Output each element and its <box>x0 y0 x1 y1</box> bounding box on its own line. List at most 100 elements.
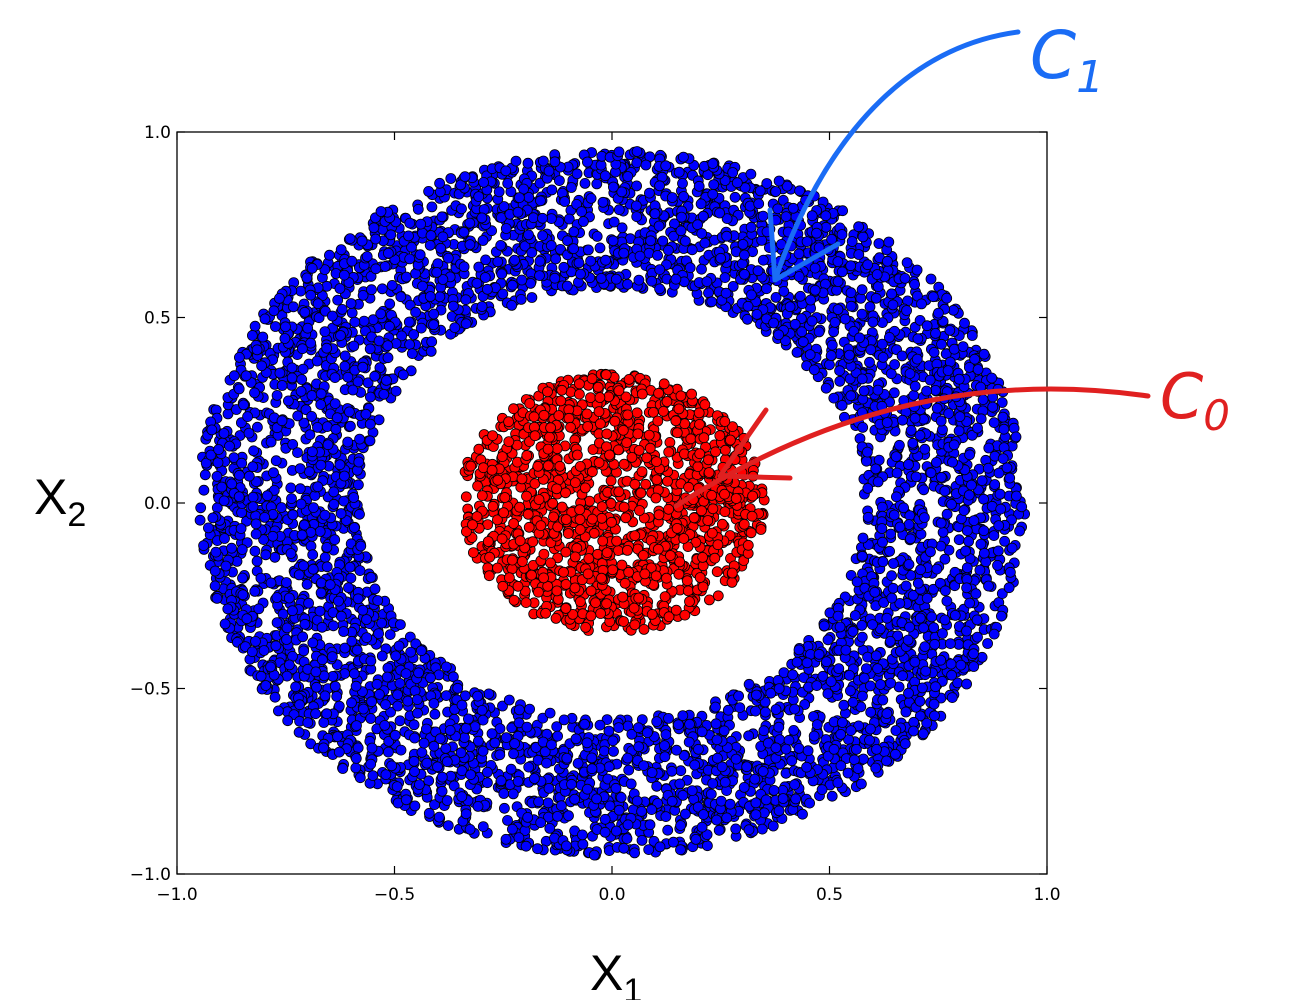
scatter-point <box>563 412 575 424</box>
scatter-point <box>460 491 472 503</box>
scatter-point <box>516 473 528 485</box>
scatter-point <box>249 545 261 557</box>
scatter-point <box>550 253 562 265</box>
scatter-point <box>793 743 805 754</box>
scatter-point <box>381 671 393 683</box>
scatter-point <box>529 430 541 442</box>
scatter-point <box>708 179 720 191</box>
scatter-point <box>243 427 255 439</box>
scatter-point <box>926 611 938 623</box>
scatter-point <box>835 729 847 740</box>
scatter-point <box>919 443 931 455</box>
scatter-point <box>872 281 884 293</box>
scatter-point <box>730 493 742 504</box>
scatter-point <box>885 368 897 380</box>
scatter-point <box>663 611 675 623</box>
scatter-point <box>544 707 556 719</box>
scatter-point <box>948 304 959 316</box>
scatter-point <box>820 382 832 394</box>
scatter-point <box>793 248 805 260</box>
scatter-point <box>712 590 724 602</box>
scatter-point <box>613 204 625 216</box>
scatter-point <box>925 273 937 285</box>
scatter-point <box>839 313 851 325</box>
scatter-point <box>582 568 594 580</box>
scatter-point <box>761 283 772 295</box>
scatter-point <box>961 678 972 690</box>
scatter-point <box>376 617 388 629</box>
scatter-point <box>711 814 722 826</box>
scatter-point <box>852 763 864 774</box>
scatter-point <box>976 475 988 487</box>
scatter-point <box>773 805 785 817</box>
scatter-point <box>611 535 622 547</box>
scatter-point <box>271 389 283 401</box>
scatter-point <box>435 242 447 254</box>
scatter-point <box>236 457 248 469</box>
scatter-point <box>824 359 835 371</box>
scatter-point <box>993 520 1005 531</box>
scatter-point <box>562 528 574 539</box>
scatter-point <box>734 702 746 713</box>
scatter-point <box>703 287 714 299</box>
scatter-point <box>508 594 520 606</box>
scatter-point <box>631 407 643 419</box>
scatter-point <box>997 411 1009 423</box>
scatter-point <box>618 458 630 470</box>
scatter-point <box>604 449 615 461</box>
scatter-point <box>556 501 568 513</box>
scatter-point <box>592 548 604 560</box>
scatter-point <box>434 291 446 303</box>
scatter-point <box>545 422 556 434</box>
scatter-point <box>365 572 377 583</box>
scatter-point <box>558 566 569 578</box>
scatter-point <box>508 518 519 529</box>
scatter-point <box>195 502 207 514</box>
scatter-point <box>551 483 562 495</box>
scatter-point <box>953 534 965 546</box>
data-points <box>194 146 1030 861</box>
scatter-point <box>865 723 876 735</box>
scatter-point <box>546 184 558 196</box>
scatter-point <box>661 396 673 407</box>
scatter-point <box>351 644 363 656</box>
scatter-point <box>339 350 351 362</box>
scatter-point <box>535 520 547 531</box>
scatter-point <box>688 512 700 524</box>
scatter-point <box>937 526 949 538</box>
scatter-point <box>440 743 452 754</box>
scatter-point <box>629 478 641 490</box>
scatter-point <box>503 416 515 428</box>
scatter-point <box>609 415 621 427</box>
scatter-point <box>663 713 674 724</box>
series-annulus-points <box>194 146 1030 861</box>
scatter-point <box>618 501 630 513</box>
scatter-point <box>574 514 586 525</box>
scatter-point <box>628 602 640 614</box>
scatter-point <box>476 490 488 502</box>
scatter-point <box>755 524 767 535</box>
scatter-point <box>620 391 632 403</box>
scatter-point <box>294 483 306 495</box>
scatter-point <box>321 561 333 573</box>
scatter-point <box>282 395 294 407</box>
scatter-point <box>551 443 563 455</box>
scatter-point <box>726 577 738 588</box>
scatter-point <box>510 155 522 167</box>
scatter-point <box>507 788 519 800</box>
scatter-point <box>704 594 715 606</box>
scatter-point <box>641 452 653 464</box>
scatter-point <box>524 398 536 409</box>
scatter-point <box>299 618 311 630</box>
scatter-point <box>376 650 388 662</box>
scatter-point <box>259 313 271 325</box>
scatter-point <box>526 292 538 303</box>
scatter-point <box>654 283 665 295</box>
scatter-point <box>972 631 983 643</box>
scatter-point <box>698 432 710 444</box>
scatter-point <box>409 800 421 812</box>
scatter-point <box>644 819 656 831</box>
scatter-point <box>272 705 284 717</box>
scatter-point <box>548 511 559 523</box>
scatter-point <box>476 705 488 716</box>
